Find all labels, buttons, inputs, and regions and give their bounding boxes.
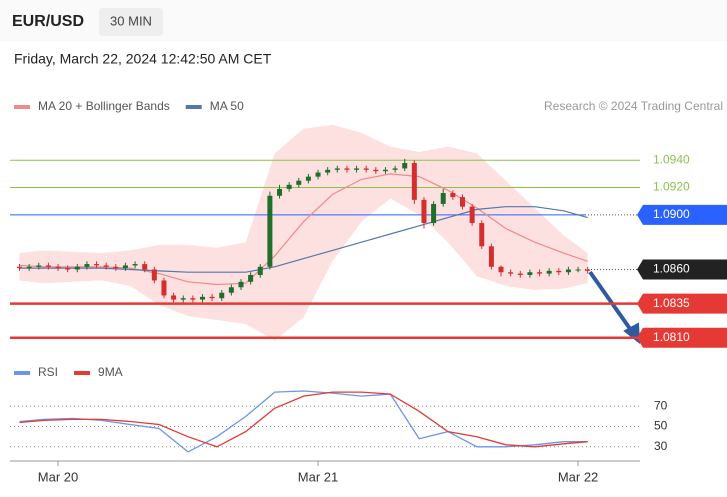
datetime: Friday, March 22, 2024 12:42:50 AM CET — [14, 51, 272, 67]
candle-body — [209, 296, 215, 299]
candle-body — [94, 264, 100, 266]
candle-body — [113, 266, 119, 269]
level-label: 1.0940 — [653, 152, 690, 166]
bollinger-band — [19, 124, 588, 341]
candle-body — [459, 197, 465, 207]
candle-body — [103, 265, 109, 267]
candle-body — [180, 298, 186, 300]
candle-body — [565, 269, 571, 273]
candle-body — [585, 269, 591, 271]
candle-body — [325, 169, 331, 173]
candle-body — [488, 246, 494, 267]
candle-body — [55, 266, 61, 269]
candle-body — [421, 199, 427, 224]
legend-label: MA 50 — [210, 99, 244, 113]
candle-body — [537, 272, 543, 274]
candle-body — [450, 193, 456, 198]
level-label-box — [637, 204, 727, 225]
candle-body — [122, 265, 128, 269]
x-tick-label: Mar 22 — [558, 469, 598, 484]
candle-body — [334, 168, 340, 170]
y-tick-label: 30 — [654, 439, 668, 453]
series-line — [19, 390, 588, 453]
candle-body — [431, 203, 437, 224]
legend-swatch — [74, 371, 91, 375]
candle-body — [440, 193, 446, 204]
series-line — [19, 391, 588, 448]
candle-body — [469, 206, 475, 224]
candle-body — [527, 272, 533, 275]
legend-swatch — [185, 105, 202, 109]
candle-body — [248, 274, 254, 282]
candle-body — [392, 168, 398, 170]
candle-body — [517, 273, 523, 275]
legend-label: RSI — [38, 365, 58, 379]
candle-body — [498, 266, 504, 273]
legend-swatch — [14, 371, 30, 375]
candle-body — [479, 223, 485, 247]
candle-body — [171, 295, 177, 300]
moving-average — [19, 206, 588, 273]
candle-body — [305, 176, 311, 181]
credit: Research © 2024 Trading Central — [544, 99, 723, 113]
candle-body — [575, 269, 581, 271]
timeframe[interactable]: 30 MIN — [110, 13, 152, 28]
level-label: 1.0920 — [653, 180, 690, 194]
level-label: 1.0900 — [653, 207, 690, 221]
x-tick-label: Mar 21 — [298, 469, 338, 484]
candle-body — [238, 281, 244, 288]
y-tick-label: 70 — [654, 398, 668, 412]
candle-body — [556, 270, 562, 273]
candle-body — [267, 195, 273, 267]
level-label: 1.0835 — [653, 296, 690, 310]
candle-body — [296, 180, 302, 185]
candle-body — [26, 266, 32, 269]
y-tick-label: 50 — [654, 419, 668, 433]
candle-body — [363, 168, 369, 170]
candle-body — [354, 168, 360, 170]
level-label: 1.0860 — [653, 262, 690, 276]
candle-body — [277, 188, 283, 196]
candle-body — [190, 298, 196, 300]
legend-label: 9MA — [98, 365, 123, 379]
candle-body — [132, 264, 138, 266]
candle-body — [219, 292, 225, 299]
level-label-box — [637, 327, 727, 348]
level-label-box — [637, 293, 727, 314]
candle-body — [315, 172, 321, 177]
candle-body — [36, 265, 42, 267]
candle-body — [199, 296, 205, 300]
candle-body — [142, 264, 148, 270]
candle-body — [45, 265, 51, 267]
candle-body — [65, 268, 71, 270]
moving-average — [19, 173, 588, 286]
candle-body — [257, 266, 263, 275]
candle-body — [344, 168, 350, 170]
candle-body — [508, 272, 514, 274]
candle-body — [151, 269, 157, 281]
candle-body — [402, 162, 408, 169]
symbol: EUR/USD — [12, 13, 84, 30]
candle-body — [382, 169, 388, 172]
candle-body — [546, 270, 552, 274]
candle-body — [228, 287, 234, 293]
level-label-box — [637, 259, 727, 280]
candle-body — [74, 266, 80, 270]
level-label: 1.0810 — [653, 330, 690, 344]
candle-body — [286, 184, 292, 189]
x-tick-label: Mar 20 — [38, 469, 78, 484]
candle-body — [161, 280, 167, 296]
timeframe-box[interactable] — [99, 8, 163, 36]
candle-body — [17, 266, 23, 269]
candle-body — [411, 162, 417, 200]
candle-body — [373, 169, 379, 172]
legend-label: MA 20 + Bollinger Bands — [38, 99, 170, 113]
legend-swatch — [14, 105, 30, 109]
candle-body — [84, 264, 90, 267]
